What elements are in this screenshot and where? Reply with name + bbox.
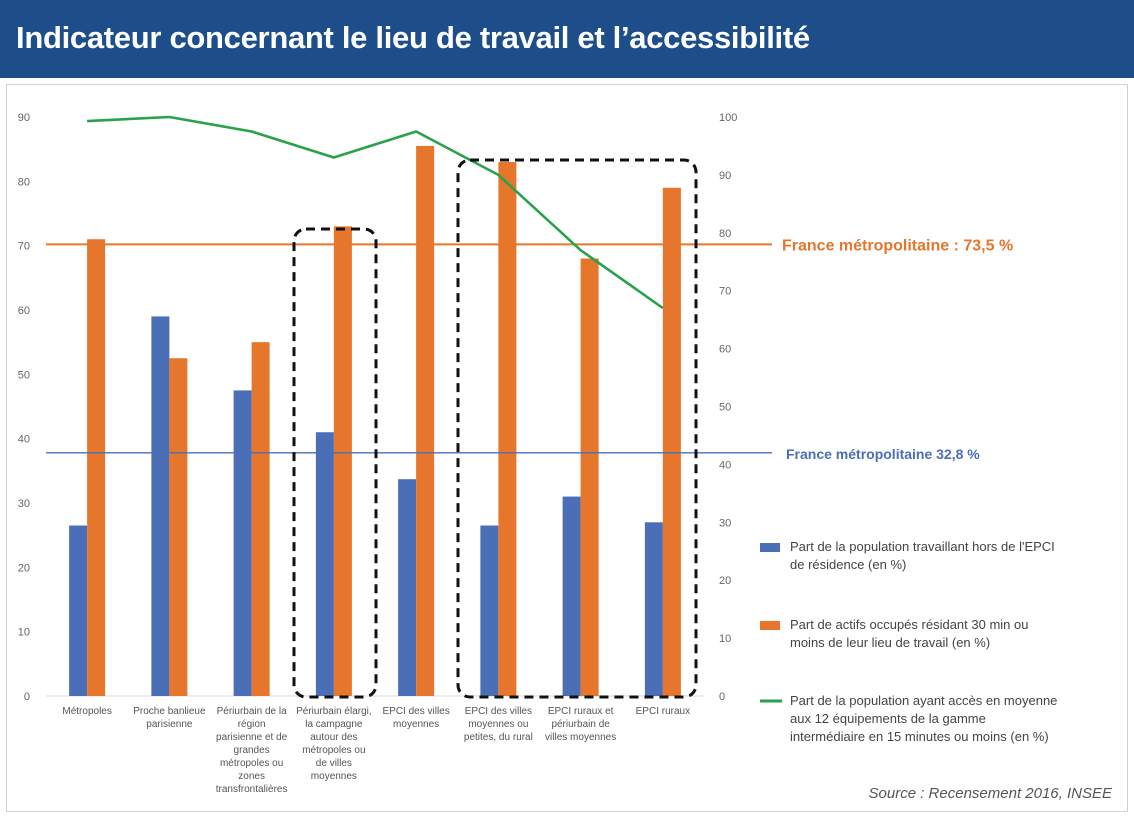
left-axis-tick-label: 50 bbox=[18, 369, 30, 381]
left-axis-tick-label: 0 bbox=[24, 691, 30, 703]
category-label: Périurbain élargi, bbox=[296, 706, 372, 717]
bar-blue bbox=[69, 525, 88, 696]
right-axis-tick-label: 70 bbox=[719, 286, 731, 298]
category-label: métropoles ou bbox=[302, 745, 365, 756]
legend-label: moins de leur lieu de travail (en %) bbox=[790, 635, 990, 650]
left-axis-tick-label: 90 bbox=[18, 112, 30, 124]
bar-orange bbox=[169, 358, 188, 696]
right-axis-tick-label: 40 bbox=[719, 459, 731, 471]
right-axis-tick-label: 10 bbox=[719, 633, 731, 645]
highlight-box bbox=[456, 158, 698, 699]
bar-orange bbox=[580, 258, 599, 696]
category-label: moyennes ou bbox=[468, 719, 528, 730]
category-label: région bbox=[238, 719, 266, 730]
category-label: parisienne bbox=[146, 719, 193, 730]
legend-swatch bbox=[760, 621, 780, 630]
bar-orange bbox=[498, 162, 517, 697]
category-label: Périurbain de la bbox=[217, 706, 287, 717]
bar-orange bbox=[333, 226, 352, 696]
right-axis-tick-label: 80 bbox=[719, 228, 731, 240]
legend-label: de résidence (en %) bbox=[790, 557, 906, 572]
right-axis-tick-label: 50 bbox=[719, 402, 731, 414]
category-label: Proche banlieue bbox=[133, 706, 206, 717]
reference-line-label: France métropolitaine 32,8 % bbox=[786, 446, 980, 462]
right-axis-tick-label: 20 bbox=[719, 575, 731, 587]
left-axis-tick-label: 40 bbox=[18, 434, 30, 446]
bar-blue bbox=[562, 496, 581, 696]
category-label: EPCI ruraux et bbox=[548, 706, 614, 717]
category-label: zones bbox=[238, 771, 265, 782]
reference-line-label: France métropolitaine : 73,5 % bbox=[782, 237, 1013, 254]
legend-label: Part de la population travaillant hors d… bbox=[790, 539, 1055, 554]
category-label: EPCI ruraux bbox=[636, 706, 690, 717]
left-axis-tick-label: 70 bbox=[18, 241, 30, 253]
category-label: moyennes bbox=[393, 719, 439, 730]
bar-orange bbox=[662, 187, 681, 696]
left-axis-tick-label: 10 bbox=[18, 627, 30, 639]
bar-blue bbox=[644, 522, 663, 696]
category-label: EPCI des villes bbox=[465, 706, 532, 717]
right-axis-tick-label: 60 bbox=[719, 344, 731, 356]
bar-blue bbox=[315, 432, 334, 696]
legend-label: Part de la population ayant accès en moy… bbox=[790, 693, 1057, 708]
header-bar: Indicateur concernant le lieu de travail… bbox=[0, 0, 1134, 78]
category-label: Métropoles bbox=[62, 706, 111, 717]
right-axis-tick-label: 0 bbox=[719, 691, 725, 703]
right-axis-tick-label: 90 bbox=[719, 170, 731, 182]
bar-blue bbox=[151, 316, 170, 696]
category-label: grandes bbox=[234, 745, 270, 756]
category-label: autour des bbox=[310, 732, 357, 743]
bar-blue bbox=[480, 525, 499, 696]
category-label: parisienne et de bbox=[216, 732, 288, 743]
bar-orange bbox=[416, 145, 435, 696]
category-label: de villes bbox=[316, 758, 352, 769]
left-axis-tick-label: 80 bbox=[18, 176, 30, 188]
category-label: transfrontalières bbox=[216, 784, 288, 795]
left-axis-tick-label: 20 bbox=[18, 562, 30, 574]
legend-label: aux 12 équipements de la gamme bbox=[790, 711, 986, 726]
bar-orange bbox=[87, 239, 106, 696]
bar-blue bbox=[233, 390, 252, 696]
bar-orange bbox=[251, 342, 270, 696]
category-label: villes moyennes bbox=[545, 732, 616, 743]
right-axis-tick-label: 30 bbox=[719, 517, 731, 529]
category-label: périurbain de bbox=[551, 719, 610, 730]
category-label: moyennes bbox=[311, 771, 357, 782]
category-label: métropoles ou bbox=[220, 758, 283, 769]
chart-title: Indicateur concernant le lieu de travail… bbox=[16, 20, 810, 55]
bar-blue bbox=[398, 479, 417, 696]
category-label: la campagne bbox=[305, 719, 363, 730]
left-axis-tick-label: 60 bbox=[18, 305, 30, 317]
legend-label: intermédiaire en 15 minutes ou moins (en… bbox=[790, 729, 1049, 744]
source-note: Source : Recensement 2016, INSEE bbox=[868, 785, 1112, 802]
category-label: petites, du rural bbox=[464, 732, 533, 743]
legend-swatch bbox=[760, 543, 780, 552]
line-accessibility bbox=[87, 115, 664, 310]
legend-label: Part de actifs occupés résidant 30 min o… bbox=[790, 617, 1028, 632]
chart-frame bbox=[6, 84, 1128, 812]
left-axis-tick-label: 30 bbox=[18, 498, 30, 510]
category-label: EPCI des villes bbox=[383, 706, 450, 717]
right-axis-tick-label: 100 bbox=[719, 112, 737, 124]
